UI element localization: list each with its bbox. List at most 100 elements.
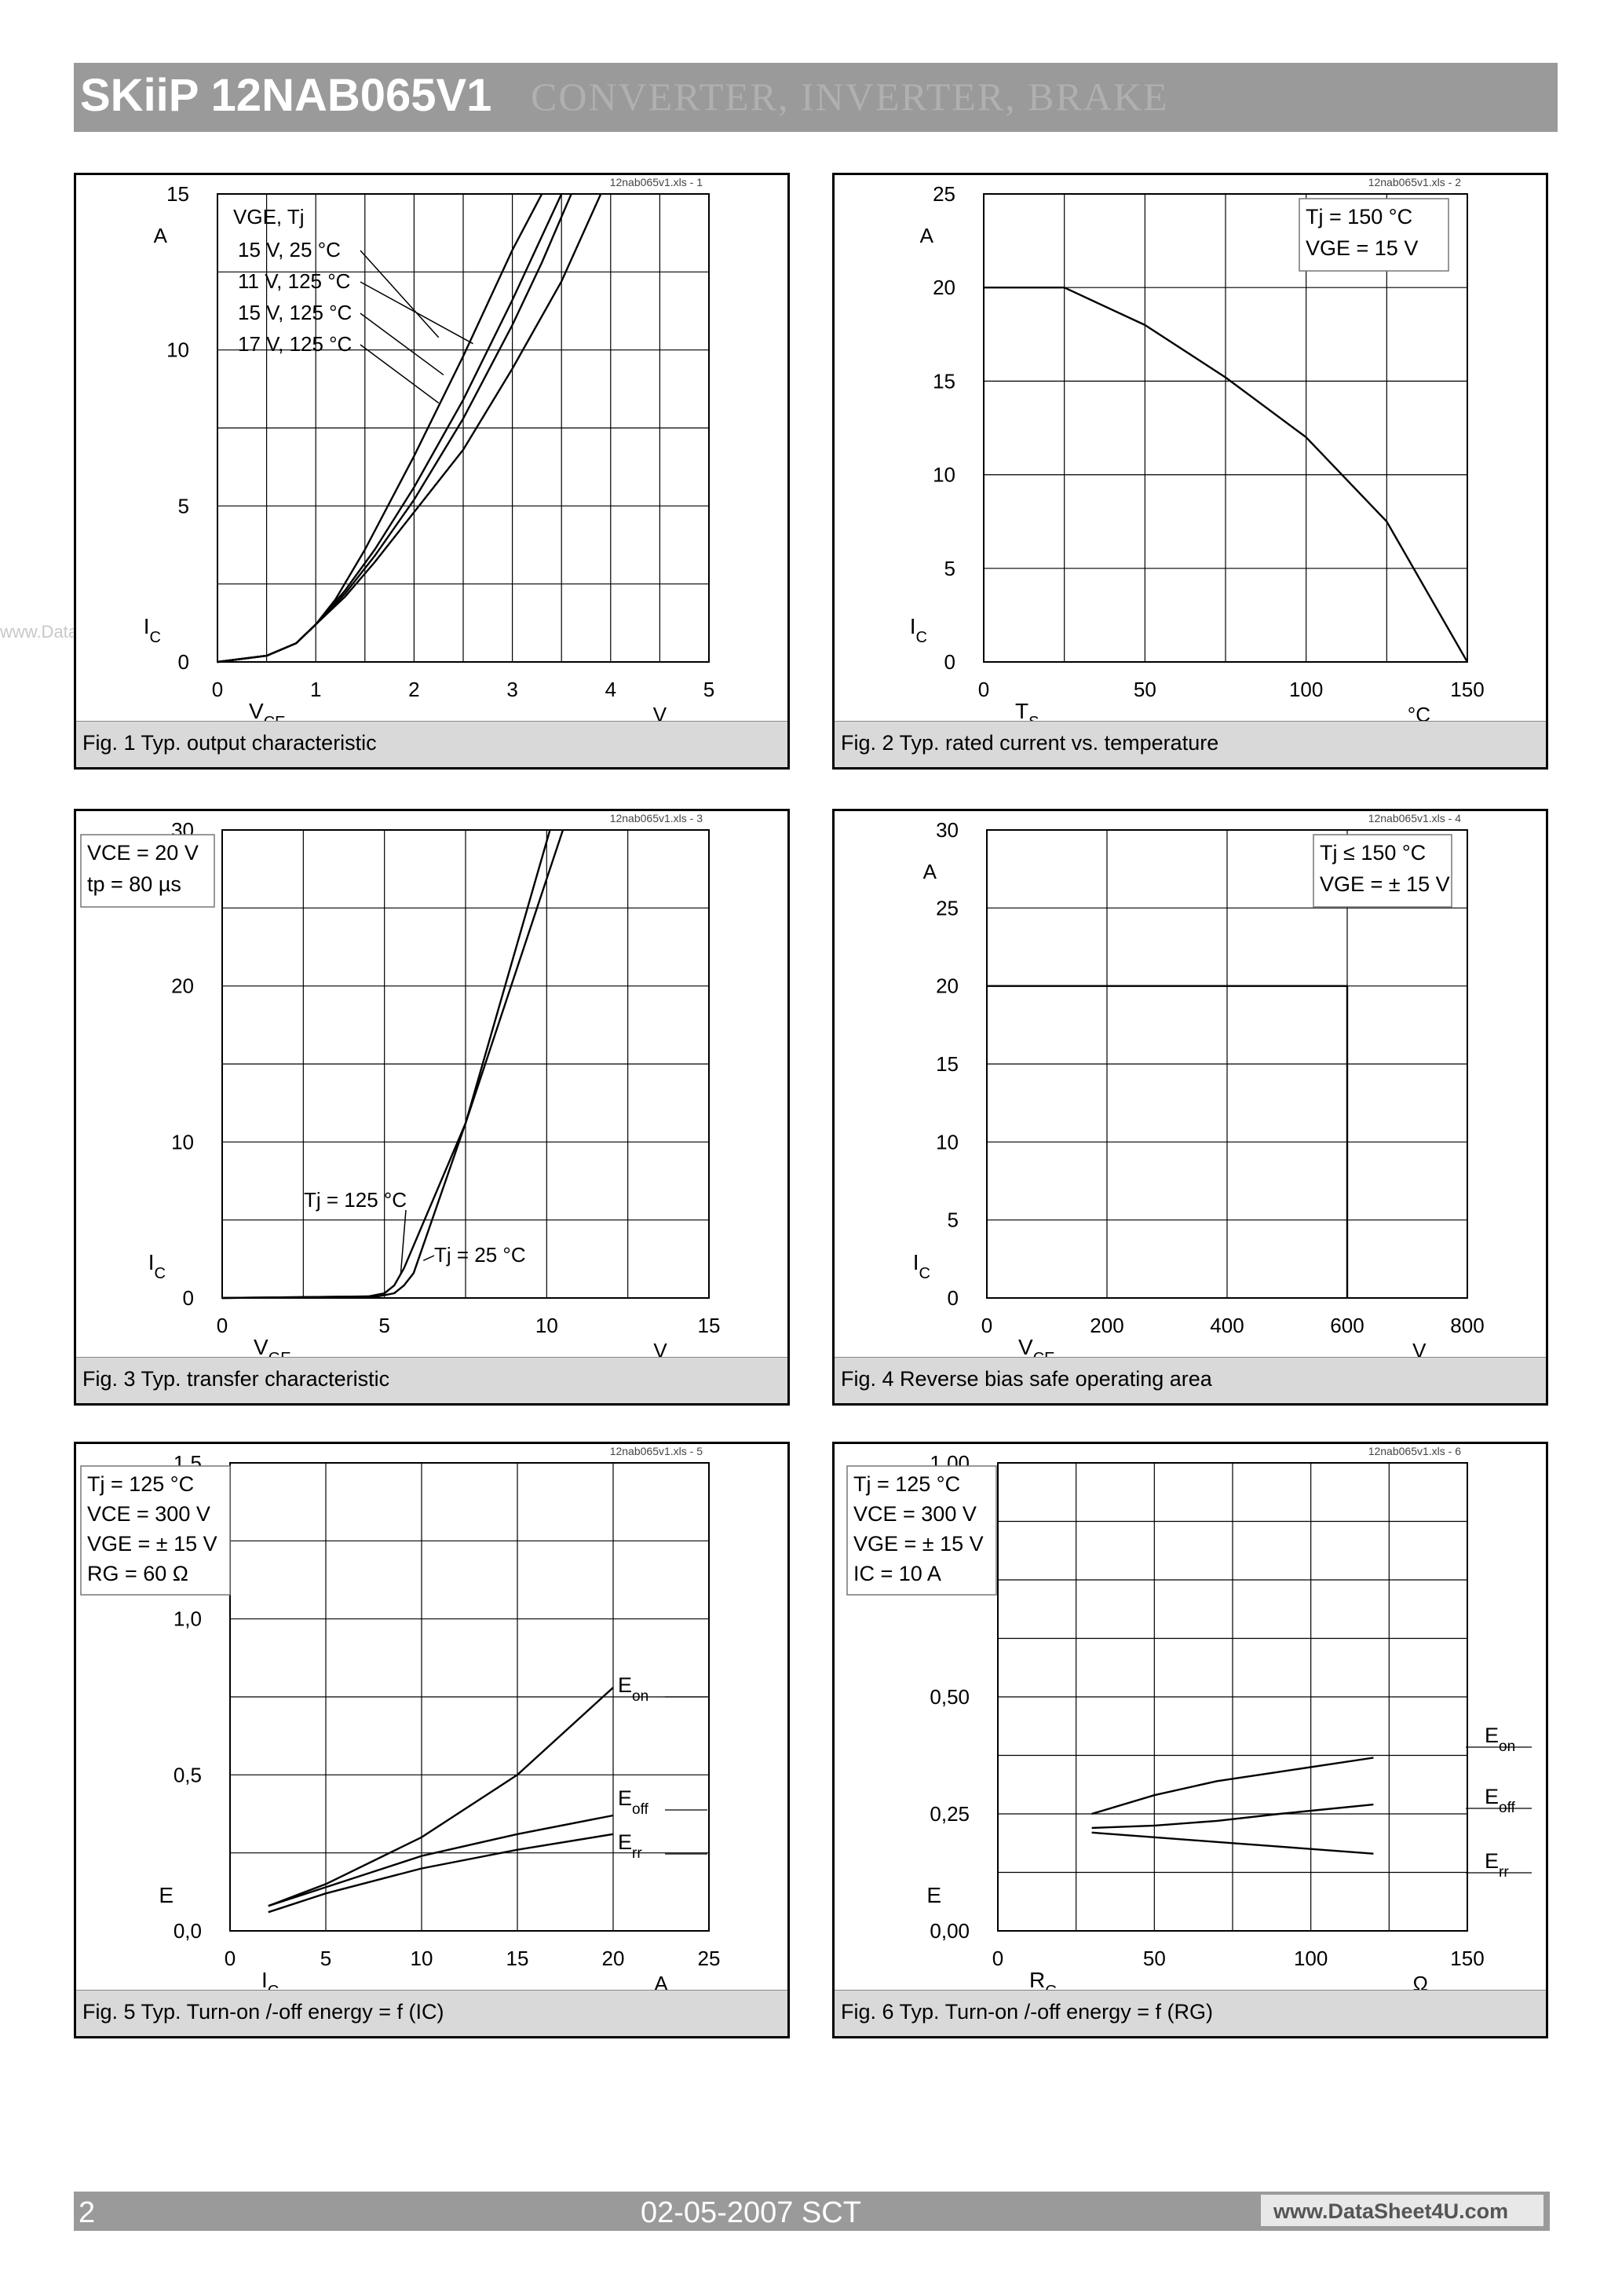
- condition-line: VGE = ± 15 V: [1320, 872, 1450, 896]
- figure-6-chart: 12nab065v1.xls - 60501001500,000,250,500…: [846, 1445, 1532, 2000]
- header-bar: SKiiP 12NAB065V1 CONVERTER, INVERTER, BR…: [74, 63, 1558, 132]
- series-group: [987, 985, 1349, 1298]
- y-tick-label: 20: [933, 276, 955, 299]
- series-line: [268, 1687, 614, 1907]
- legend-entry: 15 V, 25 °C: [238, 238, 341, 261]
- label-leader: [400, 1209, 407, 1275]
- x-tick-label: 10: [535, 1314, 558, 1337]
- condition-line: VCE = 20 V: [87, 841, 199, 865]
- series-line: [217, 193, 563, 664]
- conditions-box: Tj = 125 °C VCE = 300 V VGE = ± 15 V RG = 6…: [80, 1465, 231, 1596]
- y-tick-label: 0: [944, 650, 955, 674]
- series-line: [221, 829, 564, 1300]
- footer-site-box: www.DataSheet4U.com: [1261, 2195, 1543, 2226]
- figure-caption: Fig. 4 Reverse bias safe operating area: [835, 1357, 1546, 1403]
- x-tick-label: 3: [506, 678, 517, 701]
- x-tick-label: 800: [1450, 1314, 1484, 1337]
- header-ghost-text: CONVERTER, INVERTER, BRAKE: [531, 75, 1169, 119]
- conditions-frame: [1299, 198, 1449, 272]
- x-tick-label: 15: [698, 1314, 721, 1337]
- y-tick-label: 0,50: [930, 1685, 970, 1709]
- series-line: [1091, 1831, 1374, 1855]
- x-axis-unit: V: [653, 703, 667, 726]
- conditions-frame: [846, 1465, 997, 1596]
- series-line: [987, 985, 1349, 1298]
- y-tick-label: 10: [166, 338, 189, 362]
- file-tag: 12nab065v1.xls - 1: [610, 176, 703, 188]
- y-axis-unit: A: [923, 860, 937, 883]
- x-axis-unit: A: [654, 1972, 668, 1995]
- x-axis-unit: Ω: [1412, 1972, 1427, 1995]
- condition-line: VGE = 15 V: [1306, 236, 1418, 260]
- file-tag: 12nab065v1.xls - 6: [1368, 1445, 1462, 1457]
- footer-bar: 2 02-05-2007 SCT www.DataSheet4U.com: [74, 2192, 1550, 2231]
- conditions-box: Tj = 150 °C VGE = 15 V: [1299, 198, 1449, 272]
- x-tick-label: 5: [320, 1947, 331, 1970]
- plot-frame: [221, 829, 710, 1299]
- series-line: [268, 1833, 614, 1914]
- x-tick-label: 600: [1330, 1314, 1364, 1337]
- condition-line: VCE = 300 V: [87, 1502, 210, 1526]
- plot-frame: [229, 1462, 710, 1932]
- y-tick-label: 5: [178, 494, 189, 517]
- grid: [997, 1462, 1468, 1932]
- file-tag: 12nab065v1.xls - 5: [610, 1445, 703, 1457]
- y-tick-label: 0,5: [174, 1763, 202, 1786]
- figure-caption: Fig. 5 Typ. Turn-on /-off energy = f (IC…: [76, 1990, 787, 2036]
- plot-frame: [997, 1462, 1468, 1932]
- y-axis-label: IC: [910, 614, 927, 646]
- series-label: Err: [1485, 1849, 1509, 1881]
- legend-leader: [360, 313, 444, 376]
- series-group: [217, 193, 602, 664]
- x-tick-label: 25: [698, 1947, 721, 1970]
- x-tick-label: 50: [1143, 1947, 1166, 1970]
- figure-1-chart: 12nab065v1.xls - 1012345051015AVVCEICVGE…: [144, 176, 714, 731]
- condition-line: Tj = 125 °C: [87, 1472, 194, 1496]
- condition-line: Tj = 125 °C: [853, 1472, 960, 1496]
- x-tick-label: 0: [225, 1947, 236, 1970]
- legend-leader: [360, 250, 440, 338]
- label-leader: [422, 1255, 435, 1262]
- x-tick-label: 2: [408, 678, 419, 701]
- series-label: Eon: [618, 1673, 648, 1705]
- figure-panel-5: 12nab065v1.xls - 5 0 5 10 15 20 25 0,0 0,5 1,0 1,5…: [74, 1442, 790, 2038]
- x-tick-label: 150: [1450, 678, 1484, 701]
- condition-line: Tj = 150 °C: [1306, 205, 1412, 229]
- y-tick-label: 10: [936, 1130, 959, 1153]
- figure-panel-6: 12nab065v1.xls - 60501001500,000,250,500…: [832, 1442, 1548, 2038]
- plot-frame: [986, 829, 1468, 1299]
- figure-2-chart: 12nab065v1.xls - 20 50 100 1500510152025A°C…: [910, 176, 1485, 731]
- y-tick-label: 0,00: [930, 1919, 970, 1943]
- y-tick-label: 25: [933, 182, 955, 206]
- x-tick-label: 15: [506, 1947, 529, 1970]
- figure-caption: Fig. 6 Typ. Turn-on /-off energy = f (RG…: [835, 1990, 1546, 2036]
- x-tick-label: 0: [978, 678, 989, 701]
- x-tick-label: 0: [217, 1314, 228, 1337]
- conditions-frame: [80, 834, 215, 908]
- x-tick-label: 150: [1450, 1947, 1484, 1970]
- y-tick-label: 5: [948, 1208, 959, 1232]
- grid: [217, 193, 710, 663]
- figure-panel-1: 12nab065v1.xls - 1012345051015AVVCEICVGE…: [74, 173, 790, 770]
- revision-date: 02-05-2007 SCT: [641, 2196, 861, 2229]
- x-tick-label: 10: [411, 1947, 433, 1970]
- x-tick-label: 100: [1289, 678, 1323, 701]
- footer-site-link[interactable]: www.DataSheet4U.com: [1273, 2199, 1509, 2223]
- y-axis-unit: A: [920, 224, 934, 247]
- y-axis-unit: A: [154, 224, 168, 247]
- condition-line: RG = 60 Ω: [87, 1562, 188, 1585]
- series-group: [984, 287, 1469, 663]
- y-tick-label: 0,0: [174, 1919, 202, 1943]
- series-line: [1091, 1757, 1374, 1815]
- y-tick-label: 15: [166, 182, 189, 206]
- legend: VGE, Tj 15 V, 25 °C 11 V, 125 °C 15 V, 125 …: [233, 205, 473, 404]
- document-title: SKiiP 12NAB065V1: [80, 70, 492, 121]
- x-axis-unit: V: [653, 1339, 667, 1362]
- y-axis-label: IC: [913, 1250, 930, 1282]
- series-group: [1091, 1757, 1374, 1855]
- y-tick-label: 1,0: [174, 1607, 202, 1631]
- series-label: Eon: [1485, 1724, 1515, 1755]
- condition-line: Tj ≤ 150 °C: [1320, 841, 1426, 865]
- x-tick-label: 4: [605, 678, 616, 701]
- x-tick-label: 400: [1210, 1314, 1244, 1337]
